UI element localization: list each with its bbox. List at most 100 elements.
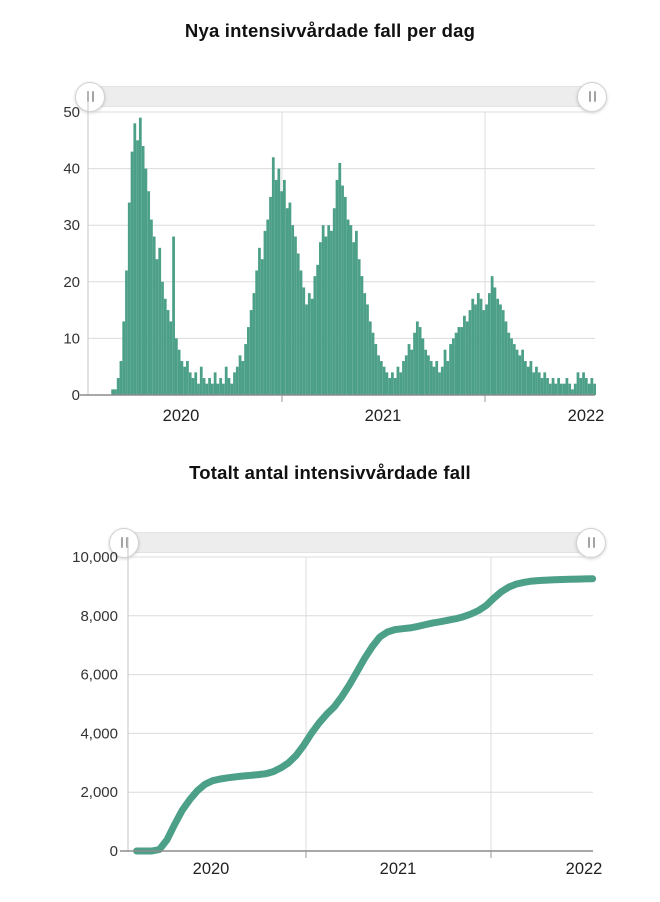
slider-handle-left[interactable]: [109, 527, 139, 558]
slider-handle-right[interactable]: [576, 527, 606, 558]
bar: [111, 389, 115, 395]
bar: [421, 338, 425, 395]
bar: [285, 208, 289, 395]
y-tick-label: 8,000: [80, 608, 118, 625]
bar: [266, 219, 270, 395]
bar: [130, 151, 134, 395]
bar: [197, 383, 200, 395]
bar: [188, 372, 192, 395]
slider-track[interactable]: [116, 532, 600, 553]
bar: [288, 202, 292, 395]
bar: [222, 383, 225, 395]
bar: [565, 378, 569, 395]
bar: [152, 236, 156, 395]
bar: [510, 338, 513, 395]
bar: [238, 355, 242, 395]
x-tick-label: 2022: [568, 407, 605, 425]
bar: [158, 247, 162, 395]
y-tick-label: 4,000: [80, 725, 118, 742]
drag-handle-icon: [587, 537, 595, 548]
bar: [191, 378, 195, 395]
bar: [194, 372, 198, 395]
bar: [186, 361, 189, 395]
bar: [219, 378, 223, 395]
bar: [316, 264, 319, 395]
y-tick-label: 0: [72, 387, 80, 404]
bar: [521, 349, 524, 395]
bar: [366, 304, 369, 395]
bar: [451, 338, 455, 395]
bar: [529, 361, 533, 395]
bar: [523, 361, 527, 395]
bar: [568, 383, 572, 395]
x-tick-label: 2021: [365, 407, 402, 425]
bar: [407, 344, 411, 395]
bar: [582, 372, 585, 395]
bar: [269, 196, 272, 395]
cumulative-line: [133, 575, 597, 855]
bar: [443, 349, 447, 395]
bar: [487, 293, 491, 395]
bar: [410, 349, 414, 395]
range-slider-daily: [0, 80, 660, 122]
bar: [346, 219, 350, 395]
bar: [349, 225, 353, 395]
bar: [385, 372, 389, 395]
bar: [515, 349, 519, 395]
bar: [125, 270, 128, 395]
bar: [321, 225, 325, 395]
bar: [427, 355, 430, 395]
bar: [463, 315, 466, 395]
slider-handle-right[interactable]: [577, 81, 607, 112]
bar: [335, 179, 339, 395]
chart-title-daily-cases: Nya intensivvårdade fall per dag: [184, 20, 476, 41]
bar: [429, 361, 433, 395]
slider-handle-left[interactable]: [75, 81, 105, 112]
bar: [562, 383, 566, 395]
bar: [230, 383, 234, 395]
bar: [507, 332, 511, 395]
bar: [327, 225, 331, 395]
bar: [399, 372, 403, 395]
bar: [377, 355, 380, 395]
bar: [177, 349, 181, 395]
bar: [205, 383, 209, 395]
bar: [393, 378, 397, 395]
bar: [122, 321, 126, 395]
bar: [210, 383, 214, 395]
bar: [144, 168, 148, 395]
bar: [499, 304, 502, 395]
bar: [573, 383, 577, 395]
y-tick-label: 2,000: [80, 784, 118, 801]
bar: [244, 344, 247, 395]
bar: [532, 372, 536, 395]
bar: [296, 253, 300, 395]
bar: [590, 378, 594, 395]
bar: [535, 366, 538, 395]
drag-handle-icon: [588, 91, 596, 102]
bar: [382, 366, 386, 395]
bar: [255, 270, 259, 395]
bar: [161, 281, 164, 395]
slider-track[interactable]: [82, 86, 600, 107]
bar: [391, 372, 394, 395]
bar: [474, 304, 477, 395]
bar: [302, 287, 306, 395]
bar: [355, 230, 358, 395]
bar: [127, 202, 131, 395]
bar: [147, 191, 151, 395]
bar: [501, 310, 505, 395]
bar: [163, 298, 167, 395]
bar: [169, 321, 173, 395]
bar: [114, 389, 117, 395]
bar: [471, 298, 475, 395]
bar: [413, 332, 416, 395]
bar: [479, 298, 483, 395]
daily-icu-bar-chart: 0 10 20 30 40 50 2020 2021 2022: [63, 92, 605, 425]
bar: [307, 293, 311, 395]
bar: [119, 361, 123, 395]
bar: [274, 179, 278, 395]
bar: [465, 321, 469, 395]
bar: [249, 310, 253, 395]
y-tick-label: 30: [63, 217, 80, 234]
